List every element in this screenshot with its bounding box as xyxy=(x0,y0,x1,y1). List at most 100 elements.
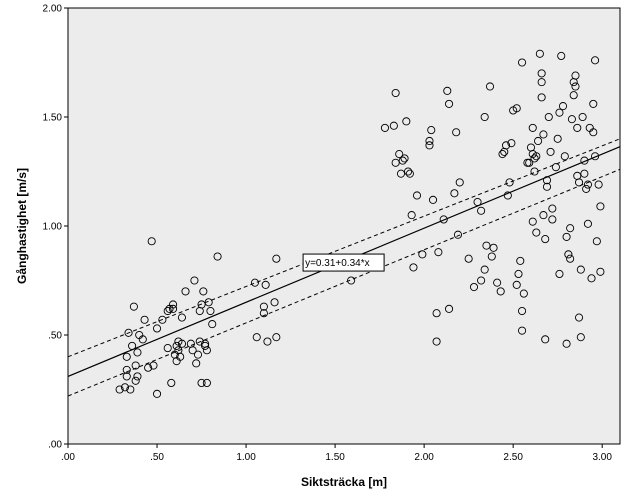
x-tick-label: 2.00 xyxy=(414,452,434,463)
y-tick-label: 2.00 xyxy=(43,4,63,15)
data-point xyxy=(518,306,527,316)
data-point xyxy=(514,269,523,279)
data-point xyxy=(553,134,562,143)
data-point xyxy=(402,117,411,126)
data-point xyxy=(272,254,281,263)
data-point xyxy=(404,167,413,176)
data-point xyxy=(177,339,187,348)
data-point xyxy=(188,346,197,355)
data-point xyxy=(480,265,489,274)
data-point xyxy=(485,82,495,91)
y-tick-label: .50 xyxy=(48,331,62,342)
y-tick-label: .00 xyxy=(48,440,62,451)
data-point xyxy=(452,128,461,137)
data-point xyxy=(537,69,546,78)
data-point xyxy=(407,211,416,220)
data-point xyxy=(541,335,550,344)
x-tick-label: 2.50 xyxy=(503,452,523,463)
data-point xyxy=(453,230,463,239)
data-point xyxy=(566,224,575,233)
confidence-band-upper xyxy=(67,138,621,358)
data-point xyxy=(197,300,206,309)
data-point xyxy=(525,158,534,167)
data-point xyxy=(555,269,564,279)
data-point xyxy=(152,324,162,333)
data-point xyxy=(199,287,208,296)
data-point xyxy=(512,280,521,289)
data-point xyxy=(149,361,158,370)
data-point xyxy=(507,139,516,148)
data-point xyxy=(163,306,172,316)
data-point xyxy=(270,298,279,307)
data-point xyxy=(528,217,537,226)
data-point xyxy=(450,189,459,198)
data-point xyxy=(477,206,486,215)
data-point xyxy=(427,126,436,135)
data-point xyxy=(464,254,473,263)
data-point xyxy=(443,86,452,95)
data-point xyxy=(432,309,441,318)
data-point xyxy=(259,309,268,318)
data-point xyxy=(190,276,199,285)
data-point xyxy=(425,136,434,146)
data-point xyxy=(532,152,541,161)
data-point xyxy=(167,378,176,388)
data-point xyxy=(177,313,187,322)
data-point xyxy=(252,333,261,342)
data-point xyxy=(115,385,124,394)
data-point xyxy=(192,359,201,368)
data-point xyxy=(434,248,443,257)
data-point xyxy=(131,361,140,370)
data-point xyxy=(432,337,441,346)
data-point xyxy=(489,243,498,252)
data-point xyxy=(562,339,571,348)
data-point xyxy=(589,128,598,137)
data-point xyxy=(583,219,592,228)
data-point xyxy=(576,333,585,342)
data-point xyxy=(539,130,548,139)
data-point xyxy=(530,167,539,176)
data-point xyxy=(518,326,527,335)
data-point xyxy=(409,263,418,272)
y-tick-label: 1.50 xyxy=(43,113,63,124)
data-point xyxy=(501,141,511,150)
data-point xyxy=(505,178,514,187)
data-point xyxy=(583,180,592,189)
data-point xyxy=(405,169,414,178)
data-point xyxy=(396,169,406,178)
data-point xyxy=(532,228,541,237)
data-point xyxy=(574,313,584,322)
data-point xyxy=(204,298,213,307)
data-point xyxy=(195,337,204,346)
data-point xyxy=(201,341,210,350)
data-point xyxy=(418,250,427,259)
x-axis-title: Siktsträcka [m] xyxy=(301,475,387,489)
data-point xyxy=(425,141,434,150)
data-point xyxy=(573,123,582,132)
confidence-band-lower xyxy=(67,168,621,397)
data-point xyxy=(541,235,550,244)
data-point xyxy=(539,211,548,220)
data-point xyxy=(519,289,528,298)
data-point xyxy=(129,302,138,311)
data-point xyxy=(391,158,400,167)
data-point xyxy=(469,282,479,292)
data-point xyxy=(455,178,464,187)
data-point xyxy=(133,372,142,381)
data-point xyxy=(534,136,543,146)
data-point xyxy=(571,82,580,91)
data-point xyxy=(546,147,555,156)
data-point xyxy=(571,71,580,80)
data-point xyxy=(391,88,400,98)
y-tick-label: 1.00 xyxy=(43,222,63,233)
data-point xyxy=(202,346,211,355)
data-point xyxy=(122,372,131,381)
data-point xyxy=(558,102,568,111)
data-point xyxy=(158,315,167,324)
data-point xyxy=(122,352,131,361)
data-point xyxy=(263,337,272,346)
data-point xyxy=(163,344,172,353)
data-point xyxy=(596,202,605,211)
x-tick-label: .50 xyxy=(150,452,164,463)
data-point xyxy=(548,215,557,224)
